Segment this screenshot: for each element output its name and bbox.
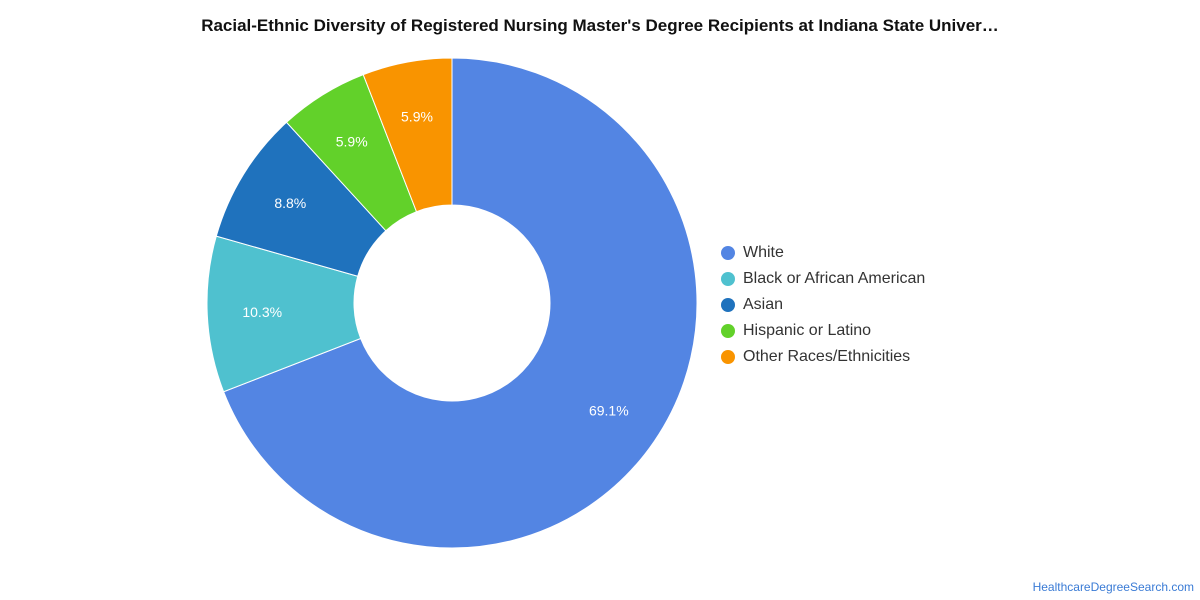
legend-item-other-races-ethnicities[interactable]: Other Races/Ethnicities — [721, 344, 925, 370]
legend-swatch-black-or-african-american — [721, 272, 735, 286]
legend-item-asian[interactable]: Asian — [721, 292, 925, 318]
legend-label-other-races-ethnicities: Other Races/Ethnicities — [743, 348, 911, 365]
legend-swatch-other-races-ethnicities — [721, 350, 735, 364]
chart-title: Racial-Ethnic Diversity of Registered Nu… — [201, 16, 999, 35]
legend-label-black-or-african-american: Black or African American — [743, 270, 926, 287]
slice-label-other-races-ethnicities: 5.9% — [401, 108, 433, 124]
slice-label-black-or-african-american: 10.3% — [242, 304, 282, 320]
chart-legend: White Black or African American Asian Hi… — [721, 240, 925, 370]
legend-item-hispanic-or-latino[interactable]: Hispanic or Latino — [721, 318, 925, 344]
slice-black-or-african-american[interactable] — [206, 235, 362, 393]
legend-label-hispanic-or-latino: Hispanic or Latino — [743, 322, 872, 339]
legend-label-white: White — [743, 244, 784, 261]
slice-label-hispanic-or-latino: 5.9% — [336, 134, 368, 150]
legend-item-white[interactable]: White — [721, 240, 925, 266]
slice-label-asian: 8.8% — [274, 195, 306, 211]
slice-label-white: 69.1% — [589, 402, 629, 418]
source-link[interactable]: HealthcareDegreeSearch.com — [1032, 580, 1194, 594]
legend-label-asian: Asian — [743, 296, 784, 313]
slice-other-races-ethnicities[interactable] — [362, 57, 453, 213]
legend-swatch-white — [721, 246, 735, 260]
slice-white[interactable] — [222, 57, 698, 549]
legend-item-black-or-african-american[interactable]: Black or African American — [721, 266, 925, 292]
legend-swatch-asian — [721, 298, 735, 312]
legend-swatch-hispanic-or-latino — [721, 324, 735, 338]
